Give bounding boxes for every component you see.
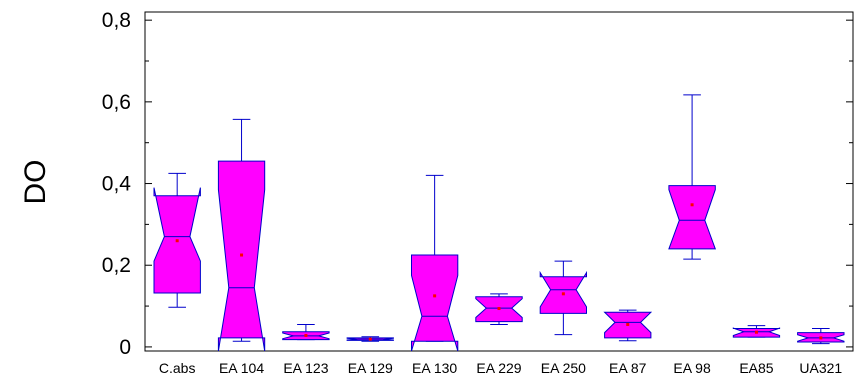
mean-marker (368, 337, 372, 341)
x-tick-label: EA 229 (476, 360, 521, 376)
mean-marker (754, 330, 758, 334)
y-axis: 0 0,2 0,4 0,6 0,8 (102, 9, 853, 359)
box-series (153, 94, 845, 352)
y-tick-label: 0,6 (102, 91, 131, 114)
mean-marker (690, 203, 694, 207)
x-tick-label: EA 129 (348, 360, 393, 376)
x-tick-label: EA 104 (219, 360, 264, 376)
mean-marker (175, 239, 179, 243)
box-ea85 (732, 325, 781, 338)
x-tick-label: EA 130 (412, 360, 457, 376)
y-tick-label: 0,4 (102, 173, 132, 196)
mean-marker (433, 294, 437, 298)
box-ea-104 (217, 118, 266, 352)
x-tick-label: EA 87 (609, 360, 647, 376)
box-ea-87 (603, 309, 653, 342)
box-ea-129 (346, 336, 394, 342)
y-tick-label: 0,2 (102, 254, 131, 277)
mean-marker (304, 333, 308, 337)
mean-marker (497, 307, 501, 311)
box-ea-250 (539, 260, 587, 336)
box-ea-123 (282, 323, 330, 341)
x-tick-label: C.abs (159, 360, 196, 376)
y-tick-label: 0,8 (102, 9, 131, 32)
x-tick-label: EA 98 (673, 360, 711, 376)
x-tick-label: EA 250 (541, 360, 586, 376)
notched-box (411, 254, 459, 352)
box-ea-130 (411, 174, 459, 352)
y-axis-label: DO (19, 160, 52, 205)
mean-marker (626, 322, 630, 326)
box-c-abs (153, 172, 201, 308)
x-tick-label: EA 123 (283, 360, 328, 376)
y-tick-label: 0 (119, 336, 131, 359)
mean-marker (819, 336, 823, 340)
box-ea-98 (668, 94, 717, 260)
box-ea-229 (475, 293, 523, 325)
mean-marker (561, 292, 565, 296)
x-tick-label: EA85 (739, 360, 773, 376)
x-tick-label: UA321 (799, 360, 842, 376)
plot-frame (144, 11, 854, 352)
box-ua321 (797, 328, 845, 345)
notched-box (668, 185, 717, 250)
mean-marker (240, 253, 244, 257)
x-axis: C.abs EA 104 EA 123 EA 129 EA 130 EA 229 EA 25… (159, 360, 843, 376)
